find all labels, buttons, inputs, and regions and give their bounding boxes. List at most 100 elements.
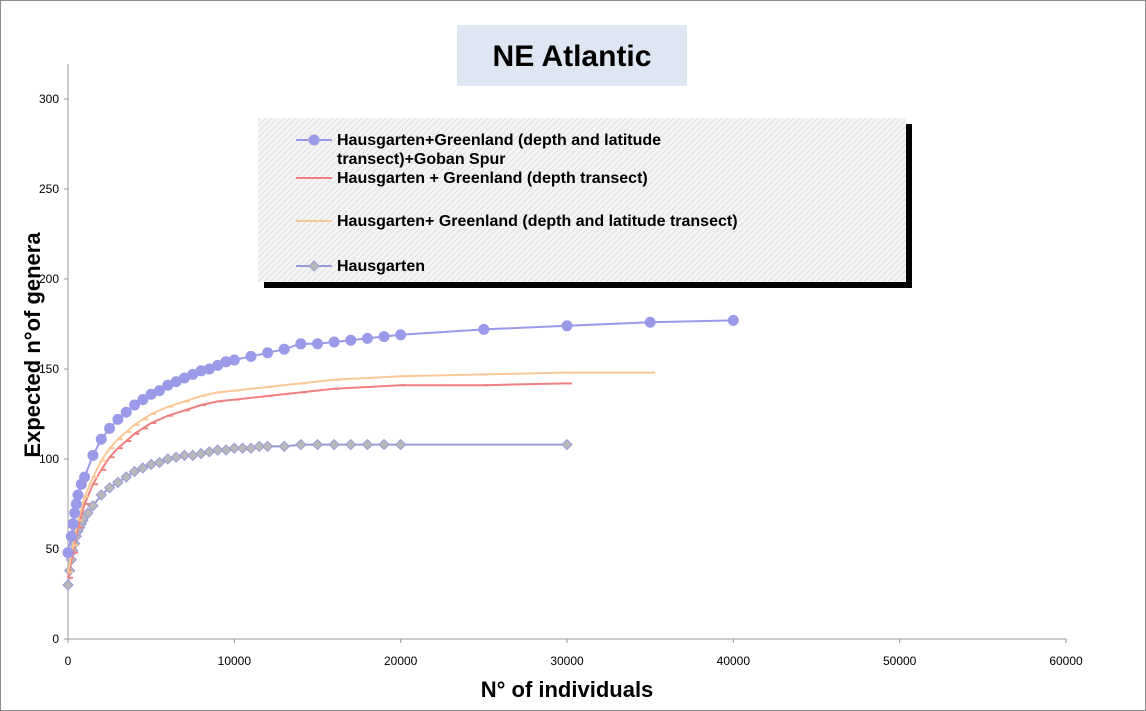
data-point-diamond (245, 442, 257, 454)
data-point-diamond (95, 489, 107, 501)
data-point-circle (62, 547, 74, 559)
data-point-circle (727, 314, 739, 326)
legend-label: Hausgarten+ Greenland (depth and latitud… (337, 213, 738, 230)
data-point-circle (72, 489, 84, 501)
y-axis-title: Expected n°of genera (20, 232, 45, 458)
data-point-circle (69, 507, 81, 519)
legend-label: Hausgarten (337, 258, 425, 275)
data-point-diamond (153, 456, 166, 469)
data-point-diamond (295, 438, 307, 451)
series-line (67, 382, 568, 578)
data-point-diamond (328, 438, 340, 451)
data-point-circle (245, 350, 257, 362)
series-line (67, 319, 734, 553)
data-point-diamond (394, 438, 407, 451)
data-point-circle (79, 471, 91, 483)
data-point-diamond (195, 447, 207, 460)
series-1 (67, 382, 572, 579)
series-2 (67, 371, 656, 574)
data-point-diamond (361, 438, 374, 451)
data-point-circle (67, 518, 79, 530)
data-point-circle (70, 498, 82, 510)
x-axis-ticks: 0 10000 20000 30000 40000 50000 60000 (65, 639, 1083, 668)
legend-items: Hausgarten+Greenland (depth and latitude… (296, 132, 738, 275)
x-tick-label: 60000 (1049, 654, 1083, 668)
legend-item-3: Hausgarten (296, 258, 425, 275)
legend-item-0: Hausgarten+Greenland (depth and latitude… (296, 132, 661, 168)
data-point-circle (378, 331, 390, 343)
data-point-circle (112, 413, 124, 425)
series-line (67, 371, 651, 573)
data-point-diamond (187, 449, 199, 462)
y-tick-label: 0 (52, 632, 59, 646)
data-point-circle (478, 323, 490, 335)
data-point-diamond (82, 507, 94, 519)
data-point-diamond (261, 440, 274, 453)
chart-title-box: NE Atlantic (455, 23, 689, 88)
x-tick-label: 40000 (717, 654, 751, 668)
data-point-diamond (345, 438, 357, 451)
x-tick-label: 30000 (550, 654, 584, 668)
y-tick-label: 250 (39, 182, 59, 196)
data-point-diamond (120, 471, 132, 483)
legend-item-1: Hausgarten + Greenland (depth transect) (296, 170, 648, 187)
x-tick-label: 50000 (883, 654, 917, 668)
data-point-diamond (178, 449, 191, 462)
data-point-diamond (170, 451, 182, 463)
series-3 (62, 438, 573, 591)
x-tick-label: 0 (65, 654, 72, 668)
data-point-circle (87, 449, 99, 461)
data-point-circle (345, 334, 357, 346)
data-point-circle (561, 320, 573, 332)
data-point-diamond (278, 440, 290, 453)
legend-marker-diamond (308, 260, 320, 272)
data-point-diamond (203, 446, 216, 458)
legend: Hausgarten+Greenland (depth and latitude… (258, 118, 912, 288)
data-point-diamond (112, 476, 124, 489)
series-layer (62, 314, 739, 591)
y-tick-label: 200 (39, 272, 59, 286)
data-point-circle (228, 354, 240, 366)
data-point-diamond (128, 465, 141, 478)
data-point-diamond (220, 444, 232, 456)
data-point-diamond (211, 444, 224, 456)
data-point-circle (137, 394, 149, 406)
y-tick-label: 100 (39, 452, 59, 466)
axes: 0 50 100 150 200 250 300 0 10000 20000 30000 40000… (39, 64, 1083, 668)
x-axis-title: N° of individuals (481, 677, 654, 702)
legend-label: transect)+Goban Spur (337, 151, 505, 168)
x-tick-label: 20000 (384, 654, 418, 668)
y-tick-label: 300 (39, 92, 59, 106)
data-point-circle (312, 338, 323, 350)
legend-label: Hausgarten + Greenland (depth transect) (337, 170, 648, 187)
data-point-diamond (103, 482, 116, 494)
data-point-circle (95, 433, 107, 445)
data-point-diamond (228, 442, 241, 454)
data-point-circle (153, 385, 165, 397)
data-point-diamond (253, 440, 265, 453)
legend-marker-circle (308, 134, 320, 146)
data-point-diamond (378, 438, 390, 451)
data-point-circle (395, 329, 407, 341)
series-0 (62, 314, 739, 559)
x-tick-label: 10000 (218, 654, 252, 668)
data-point-circle (644, 316, 656, 328)
legend-label: Hausgarten+Greenland (depth and latitude (337, 132, 661, 149)
data-point-circle (65, 530, 77, 542)
data-point-circle (120, 406, 132, 418)
data-point-circle (295, 338, 307, 350)
data-point-circle (278, 343, 290, 355)
data-point-circle (129, 399, 141, 411)
y-tick-label: 150 (39, 362, 59, 376)
data-point-circle (262, 347, 274, 359)
chart-title: NE Atlantic (493, 40, 652, 73)
legend-box (258, 118, 906, 282)
data-point-circle (328, 336, 340, 348)
data-point-circle (361, 332, 373, 344)
data-point-diamond (62, 579, 74, 591)
y-tick-label: 50 (46, 542, 60, 556)
data-point-circle (104, 422, 116, 434)
data-point-diamond (561, 438, 573, 451)
data-point-diamond (137, 462, 149, 474)
